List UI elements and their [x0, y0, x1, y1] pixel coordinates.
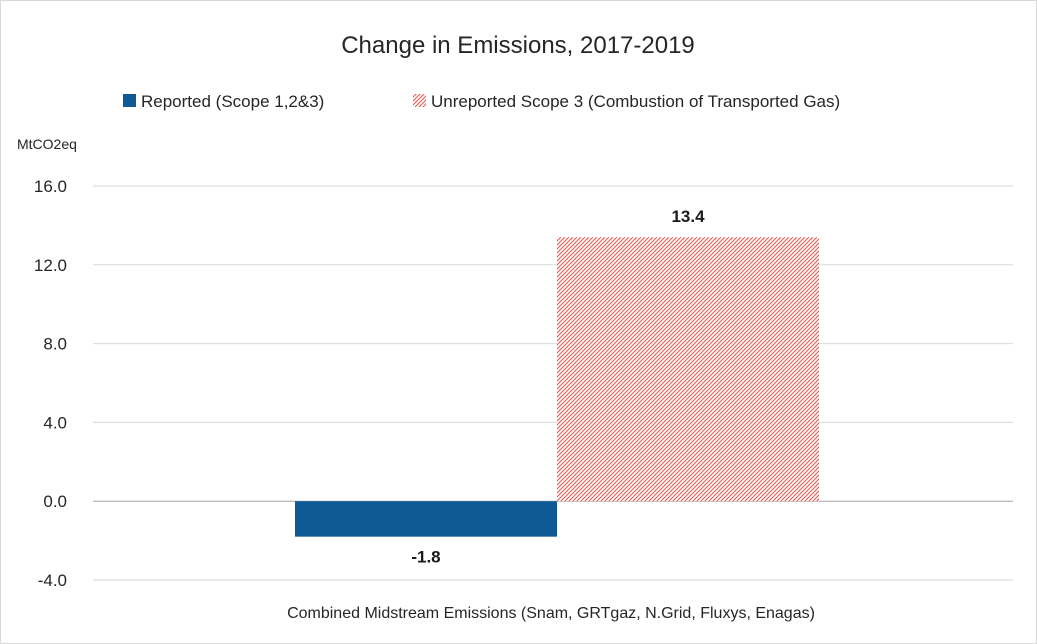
y-tick-label: 4.0	[43, 413, 67, 432]
data-label-reported: -1.8	[411, 548, 440, 567]
y-tick-label: 16.0	[34, 177, 67, 196]
data-labels: -1.8 13.4	[411, 207, 705, 566]
y-tick-label: 0.0	[43, 492, 67, 511]
y-tick-label: 12.0	[34, 256, 67, 275]
chart-title: Change in Emissions, 2017-2019	[341, 32, 695, 59]
legend: Reported (Scope 1,2&3) Unreported Scope …	[123, 92, 840, 111]
legend-label-reported: Reported (Scope 1,2&3)	[141, 92, 324, 111]
bar-reported	[295, 501, 557, 537]
y-axis-ticks: -4.0 0.0 4.0 8.0 12.0 16.0	[34, 177, 67, 590]
x-axis-category-label: Combined Midstream Emissions (Snam, GRTg…	[287, 605, 815, 622]
legend-label-unreported: Unreported Scope 3 (Combustion of Transp…	[431, 92, 840, 111]
y-tick-label: -4.0	[38, 571, 67, 590]
y-axis-unit-label: MtCO2eq	[17, 136, 77, 152]
y-tick-label: 8.0	[43, 335, 67, 354]
legend-swatch-unreported	[413, 94, 426, 107]
bars	[295, 237, 819, 537]
bar-unreported	[557, 237, 819, 502]
legend-swatch-reported	[123, 94, 136, 107]
gridlines	[93, 185, 1013, 581]
data-label-unreported: 13.4	[671, 207, 705, 226]
